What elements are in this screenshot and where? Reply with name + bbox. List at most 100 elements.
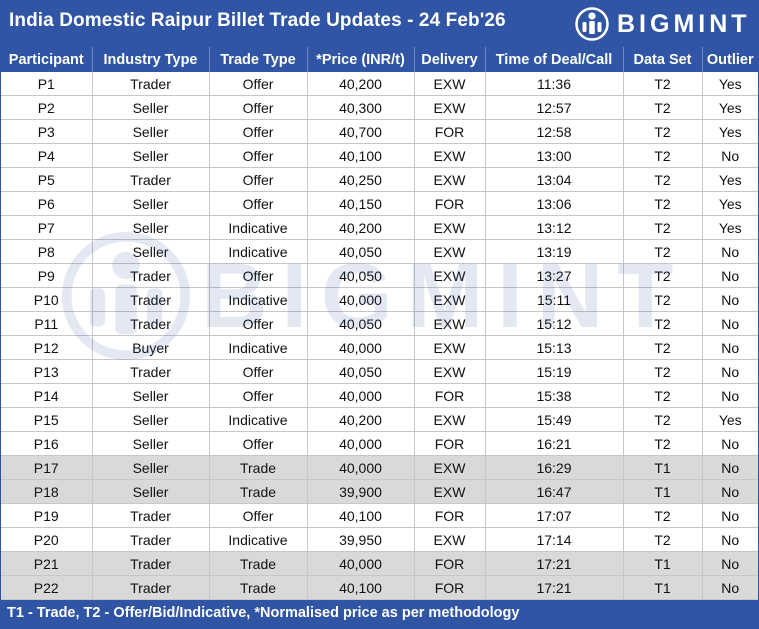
table-cell: 13:27 (485, 263, 624, 288)
table-cell: 40,200 (307, 407, 415, 432)
table-cell: Trader (92, 503, 210, 528)
footer-note: T1 - Trade, T2 - Offer/Bid/Indicative, *… (7, 605, 520, 621)
table-cell: EXW (414, 335, 486, 360)
table-cell: EXW (414, 359, 486, 384)
table-cell: Trader (92, 359, 210, 384)
table-row: P7 Seller Indicative 40,200 EXW 13:12 T2 Yes (1, 215, 758, 240)
table-cell: EXW (414, 527, 486, 552)
table-cell: No (702, 551, 758, 576)
table-cell: T2 (623, 527, 703, 552)
footer-bar: T1 - Trade, T2 - Offer/Bid/Indicative, *… (1, 600, 758, 628)
column-header: Time of Deal/Call (485, 47, 624, 72)
table-cell: P14 (1, 383, 93, 408)
table-cell: T2 (623, 335, 703, 360)
table-cell: Yes (702, 119, 758, 144)
table-cell: Yes (702, 95, 758, 120)
table-cell: 40,050 (307, 239, 415, 264)
column-header: Outlier (702, 47, 758, 72)
brand-logo: BIGMINT (575, 7, 751, 41)
table-cell: No (702, 239, 758, 264)
table-cell: 40,200 (307, 72, 415, 96)
table-cell: T2 (623, 239, 703, 264)
table-cell: P19 (1, 503, 93, 528)
table-cell: Seller (92, 143, 210, 168)
table-row: P18 Seller Trade 39,900 EXW 16:47 T1 No (1, 479, 758, 504)
table-cell: 15:49 (485, 407, 624, 432)
table-cell: T2 (623, 503, 703, 528)
table-cell: 40,100 (307, 575, 415, 600)
table-cell: Yes (702, 191, 758, 216)
table-cell: Trader (92, 311, 210, 336)
table-cell: 39,900 (307, 479, 415, 504)
table-cell: P18 (1, 479, 93, 504)
table-cell: P8 (1, 239, 93, 264)
table-cell: Offer (209, 263, 308, 288)
table-cell: Trade (209, 575, 308, 600)
table-cell: 40,050 (307, 263, 415, 288)
table-cell: Indicative (209, 335, 308, 360)
title-bar: India Domestic Raipur Billet Trade Updat… (1, 1, 758, 47)
table-cell: EXW (414, 95, 486, 120)
table-row: P11 Trader Offer 40,050 EXW 15:12 T2 No (1, 311, 758, 336)
table-cell: Offer (209, 167, 308, 192)
table-cell: No (702, 479, 758, 504)
table-cell: T2 (623, 143, 703, 168)
table-cell: FOR (414, 383, 486, 408)
table-cell: Trader (92, 72, 210, 96)
table-cell: 40,300 (307, 95, 415, 120)
table-cell: Seller (92, 455, 210, 480)
table-cell: FOR (414, 503, 486, 528)
table-cell: P16 (1, 431, 93, 456)
table-cell: P3 (1, 119, 93, 144)
table-cell: 39,950 (307, 527, 415, 552)
table-cell: 40,050 (307, 359, 415, 384)
table-row: P5 Trader Offer 40,250 EXW 13:04 T2 Yes (1, 167, 758, 192)
table-cell: T2 (623, 311, 703, 336)
table-cell: Trader (92, 575, 210, 600)
table-cell: Offer (209, 95, 308, 120)
table-cell: 12:58 (485, 119, 624, 144)
table-cell: T2 (623, 119, 703, 144)
table-cell: Trader (92, 263, 210, 288)
table-cell: 17:07 (485, 503, 624, 528)
table-cell: No (702, 503, 758, 528)
table-cell: EXW (414, 263, 486, 288)
table-row: P2 Seller Offer 40,300 EXW 12:57 T2 Yes (1, 95, 758, 120)
table-cell: 40,050 (307, 311, 415, 336)
table-header-row: Participant Industry Type Trade Type *Price… (1, 47, 758, 72)
table-row: P1 Trader Offer 40,200 EXW 11:36 T2 Yes (1, 72, 758, 96)
table-cell: Indicative (209, 215, 308, 240)
table-cell: T2 (623, 72, 703, 96)
table-cell: T2 (623, 431, 703, 456)
table-cell: P21 (1, 551, 93, 576)
table-cell: 16:21 (485, 431, 624, 456)
table-cell: Seller (92, 407, 210, 432)
table-row: P9 Trader Offer 40,050 EXW 13:27 T2 No (1, 263, 758, 288)
table-cell: EXW (414, 167, 486, 192)
table-cell: Seller (92, 239, 210, 264)
table-cell: 15:12 (485, 311, 624, 336)
column-header: Delivery (414, 47, 486, 72)
table-cell: FOR (414, 431, 486, 456)
table-cell: 40,000 (307, 335, 415, 360)
table-row: P4 Seller Offer 40,100 EXW 13:00 T2 No (1, 143, 758, 168)
table-cell: 40,000 (307, 287, 415, 312)
table-cell: 40,250 (307, 167, 415, 192)
table-cell: P1 (1, 72, 93, 96)
table-cell: 40,200 (307, 215, 415, 240)
table-row: P22 Trader Trade 40,100 FOR 17:21 T1 No (1, 575, 758, 600)
table-cell: Trader (92, 551, 210, 576)
table-cell: T2 (623, 167, 703, 192)
table-body: P1 Trader Offer 40,200 EXW 11:36 T2 Yes P2 Seller… (1, 72, 758, 600)
table-cell: No (702, 383, 758, 408)
table-cell: Buyer (92, 335, 210, 360)
table-cell: T2 (623, 95, 703, 120)
table-cell: P17 (1, 455, 93, 480)
table-cell: 40,100 (307, 503, 415, 528)
table-cell: EXW (414, 215, 486, 240)
table-row: P15 Seller Indicative 40,200 EXW 15:49 T2 Yes (1, 407, 758, 432)
table-cell: Seller (92, 191, 210, 216)
table-cell: T2 (623, 263, 703, 288)
table-cell: EXW (414, 143, 486, 168)
